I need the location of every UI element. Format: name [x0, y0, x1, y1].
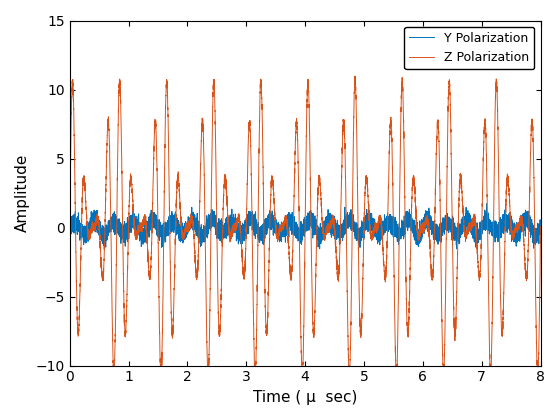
- Z Polarization: [296, 269, 303, 274]
- Line: Y Polarization: Y Polarization: [69, 204, 540, 249]
- X-axis label: Time ( μ  sec): Time ( μ sec): [253, 390, 357, 405]
- Y Polarization: [66, 228, 73, 233]
- Y Polarization: [483, 201, 490, 206]
- Line: Z Polarization: Z Polarization: [69, 76, 540, 378]
- Y Polarization: [537, 232, 544, 237]
- Y Polarization: [512, 234, 519, 239]
- Y Polarization: [86, 225, 92, 230]
- Y Polarization: [101, 247, 108, 252]
- Z Polarization: [95, 217, 101, 222]
- Z Polarization: [66, 224, 73, 229]
- Y Polarization: [158, 232, 165, 237]
- Y Polarization: [297, 235, 304, 240]
- Y Polarization: [95, 220, 101, 226]
- Z Polarization: [86, 234, 92, 239]
- Z Polarization: [537, 224, 544, 229]
- Y-axis label: Amplitude: Amplitude: [15, 154, 30, 232]
- Legend: Y Polarization, Z Polarization: Y Polarization, Z Polarization: [404, 27, 534, 69]
- Z Polarization: [68, 92, 75, 97]
- Y Polarization: [68, 222, 75, 227]
- Z Polarization: [158, 351, 165, 356]
- Z Polarization: [512, 223, 519, 228]
- Z Polarization: [440, 375, 447, 381]
- Z Polarization: [352, 74, 358, 79]
